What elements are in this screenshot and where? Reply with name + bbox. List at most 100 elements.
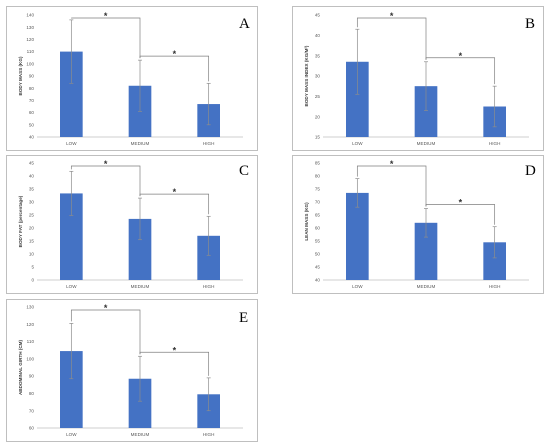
y-tick-label: 70 (315, 200, 321, 205)
category-label: HIGH (489, 141, 500, 146)
significance-mark: * (104, 303, 108, 313)
chart-a: 40 50 60 70 80 90 100 110 120 130 140 BODY MASS (KG… (18, 11, 243, 146)
significance-mark: * (459, 51, 463, 61)
y-tick-label: 75 (315, 187, 321, 192)
y-tick-label: 35 (29, 187, 35, 192)
y-tick-label: 45 (315, 265, 321, 270)
significance-mark: * (459, 198, 463, 208)
significance-bracket (356, 17, 427, 60)
bar (197, 394, 220, 428)
y-tick-label: 40 (315, 33, 321, 38)
bar (414, 222, 438, 280)
y-tick-label: 30 (29, 200, 35, 205)
y-tick-label: 70 (29, 408, 35, 413)
y-tick-label: 25 (315, 94, 321, 99)
y-tick-label: 5 (31, 265, 34, 270)
y-axis-title: ABDOMINAL GIRTH (CM) (18, 340, 23, 396)
panel-b: 15 20 25 30 35 40 45 BODY MASS INDEX (KG/M²) LOW… (292, 6, 544, 151)
y-tick-label: 45 (29, 161, 35, 166)
y-tick-label: 130 (26, 305, 34, 310)
y-tick-label: 30 (315, 74, 321, 79)
y-tick-label: 70 (29, 98, 35, 103)
y-axis-title: BODY FAT (percentage) (18, 195, 23, 247)
y-tick-label: 80 (29, 86, 35, 91)
significance-bracket (70, 17, 141, 59)
y-tick-label: 80 (315, 174, 321, 179)
y-tick-label: 25 (29, 213, 35, 218)
bar (483, 242, 506, 280)
bar (128, 218, 152, 280)
y-tick-label: 120 (26, 37, 34, 42)
y-tick-label: 0 (31, 278, 34, 283)
category-label: LOW (352, 141, 363, 146)
y-tick-label: 60 (29, 426, 35, 431)
significance-bracket (70, 309, 141, 355)
y-tick-label: 35 (315, 53, 321, 58)
y-tick-label: 60 (29, 110, 35, 115)
y-tick-label: 80 (29, 391, 35, 396)
y-tick-label: 55 (315, 239, 321, 244)
significance-mark: * (390, 11, 394, 21)
y-tick-label: 40 (29, 174, 35, 179)
bar (60, 193, 83, 280)
y-axis-title: BODY MASS INDEX (KG/M²) (304, 45, 309, 106)
y-tick-label: 45 (315, 13, 321, 18)
y-tick-label: 110 (27, 339, 35, 344)
y-tick-label: 50 (315, 252, 321, 257)
bar (197, 235, 220, 280)
significance-mark: * (173, 49, 177, 59)
bar (60, 51, 83, 137)
chart-c: 0 5 10 15 20 25 30 35 40 45 BODY FAT (percentage) L… (18, 159, 243, 289)
significance-mark: * (104, 11, 108, 21)
significance-bracket (425, 204, 496, 225)
significance-bracket (139, 55, 210, 82)
significance-bracket (356, 165, 427, 207)
panel-letter: D (525, 163, 536, 179)
category-label: LOW (66, 284, 77, 289)
panel-a: 40 50 60 70 80 90 100 110 120 130 140 BODY MASS (KG… (6, 6, 258, 151)
category-label: MEDIUM (131, 432, 150, 437)
y-tick-label: 20 (29, 226, 35, 231)
category-label: MEDIUM (417, 284, 436, 289)
panel-e: 60 70 80 90 100 110 120 130 ABDOMINAL GIRTH (CM)… (6, 299, 258, 442)
y-tick-label: 15 (315, 135, 321, 140)
category-label: HIGH (203, 141, 214, 146)
category-label: LOW (352, 284, 363, 289)
y-tick-label: 140 (26, 13, 34, 18)
panel-letter: A (239, 16, 250, 32)
y-tick-label: 65 (315, 213, 321, 218)
significance-bracket (139, 351, 210, 376)
category-label: HIGH (489, 284, 500, 289)
y-tick-label: 100 (26, 61, 34, 66)
y-tick-label: 90 (29, 74, 35, 79)
significance-bracket (70, 165, 141, 197)
y-tick-label: 10 (29, 252, 35, 257)
category-label: LOW (66, 432, 77, 437)
category-label: HIGH (203, 432, 214, 437)
bar (346, 61, 369, 138)
y-tick-label: 15 (29, 239, 35, 244)
category-label: MEDIUM (131, 284, 150, 289)
panel-c: 0 5 10 15 20 25 30 35 40 45 BODY FAT (percentage) L… (6, 155, 258, 294)
significance-bracket (425, 57, 496, 85)
y-tick-label: 85 (315, 161, 321, 166)
category-label: MEDIUM (417, 141, 436, 146)
y-tick-label: 40 (29, 135, 35, 140)
chart-e: 60 70 80 90 100 110 120 130 ABDOMINAL GIRTH (CM)… (18, 303, 243, 437)
y-tick-label: 20 (315, 114, 321, 119)
significance-mark: * (104, 159, 108, 169)
significance-mark: * (173, 187, 177, 197)
significance-mark: * (390, 159, 394, 169)
chart-d: 40 45 50 55 60 65 70 75 80 85 LEAN MASS (KG) LOW MED… (304, 159, 529, 289)
significance-bracket (139, 193, 210, 215)
panel-letter: E (239, 310, 249, 326)
panel-d: 40 45 50 55 60 65 70 75 80 85 LEAN MASS (KG) LOW MED… (292, 155, 544, 294)
category-label: LOW (66, 141, 77, 146)
panel-letter: B (525, 16, 536, 32)
bar (128, 378, 152, 428)
y-tick-label: 130 (26, 25, 34, 30)
y-tick-label: 110 (27, 49, 35, 54)
bar (414, 86, 438, 137)
y-axis-title: BODY MASS (KG) (18, 56, 23, 95)
y-tick-label: 60 (315, 226, 321, 231)
